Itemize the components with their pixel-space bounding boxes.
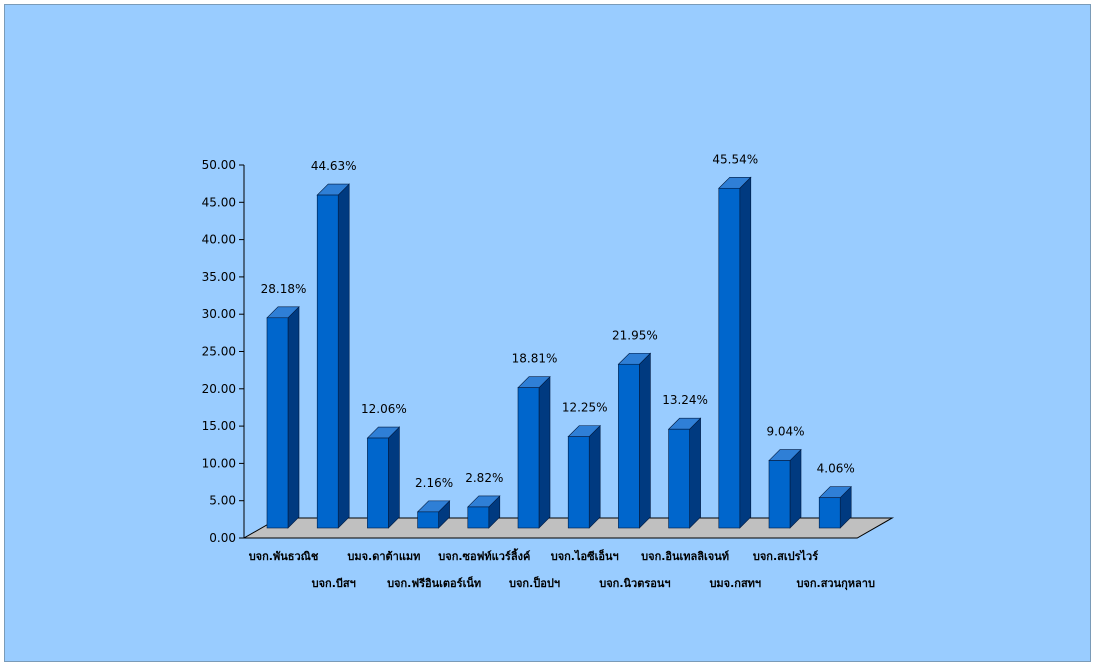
category-label: บจก.ไอซีเอ็นฯ: [551, 549, 619, 563]
bar-side: [388, 426, 400, 529]
category-label: บจก.สเปรไวร์: [753, 549, 818, 563]
data-label: 45.54%: [712, 152, 758, 166]
category-label: บจก.ซอฟท์แวร์ลิ้งค์: [438, 548, 530, 563]
bar-side: [739, 176, 752, 529]
bar: [467, 506, 490, 529]
chart-area: 0.00 5.00 10.00 15.00 20.00 25.00 30.00 35.00 40…: [4, 4, 1091, 662]
category-label: บจก.นิวตรอนฯ: [599, 577, 670, 590]
bar: [417, 511, 439, 529]
y-tick-label: 35.00: [202, 270, 236, 284]
data-label: 21.95%: [612, 328, 658, 342]
data-label: 13.24%: [662, 393, 708, 407]
y-tick-label: 10.00: [202, 456, 236, 470]
y-tick-label: 0.00: [209, 531, 236, 545]
data-label: 2.16%: [415, 476, 453, 490]
bar-side: [287, 306, 300, 529]
category-label: บจก.บีสฯ: [312, 577, 356, 590]
bar: [818, 497, 841, 529]
data-label: 4.06%: [817, 462, 855, 476]
data-label: 9.04%: [766, 425, 804, 439]
data-label: 18.81%: [512, 352, 558, 366]
category-label: บจก.อินเทลลิเจนท์: [641, 550, 729, 563]
bar: [567, 436, 590, 529]
y-tick-label: 20.00: [202, 382, 236, 396]
category-label: บจก.สวนกุหลาบ: [796, 577, 875, 591]
bar: [668, 428, 690, 529]
y-tick-label: 30.00: [202, 307, 236, 321]
y-tick-label: 15.00: [202, 419, 236, 433]
y-tick-label: 50.00: [202, 158, 236, 172]
y-tick-label: 45.00: [202, 195, 236, 209]
bar-side: [337, 183, 350, 529]
bar-side: [789, 448, 802, 529]
y-tick-label: 25.00: [202, 345, 236, 359]
bar: [316, 194, 339, 529]
bar-side: [639, 352, 651, 529]
bar-side: [538, 375, 551, 529]
category-label: บมจ.ดาต้าแมท: [347, 550, 420, 563]
bar: [517, 387, 540, 529]
data-label: 2.82%: [465, 471, 503, 485]
data-label: 12.25%: [562, 401, 608, 415]
bar-chart: 0.00 5.00 10.00 15.00 20.00 25.00 30.00 35.00 40…: [202, 152, 895, 591]
data-label: 12.06%: [361, 402, 407, 416]
bar: [618, 363, 640, 529]
bar-side: [588, 424, 601, 529]
category-label: บจก.ฟรีอินเตอร์เน็ท: [387, 576, 481, 590]
bar: [768, 460, 791, 529]
bar-side: [689, 417, 701, 529]
data-label: 28.18%: [261, 282, 307, 296]
bar: [718, 187, 741, 529]
data-label: 44.63%: [311, 159, 357, 173]
y-tick-label: 5.00: [209, 494, 236, 508]
bar: [266, 317, 289, 529]
bar: [367, 437, 389, 529]
category-label: บมจ.กสทฯ: [709, 577, 761, 590]
category-label: บจก.ป็อปฯ: [509, 576, 560, 590]
y-tick-label: 40.00: [202, 233, 236, 247]
category-label: บจก.พันธวณิช: [249, 550, 319, 563]
